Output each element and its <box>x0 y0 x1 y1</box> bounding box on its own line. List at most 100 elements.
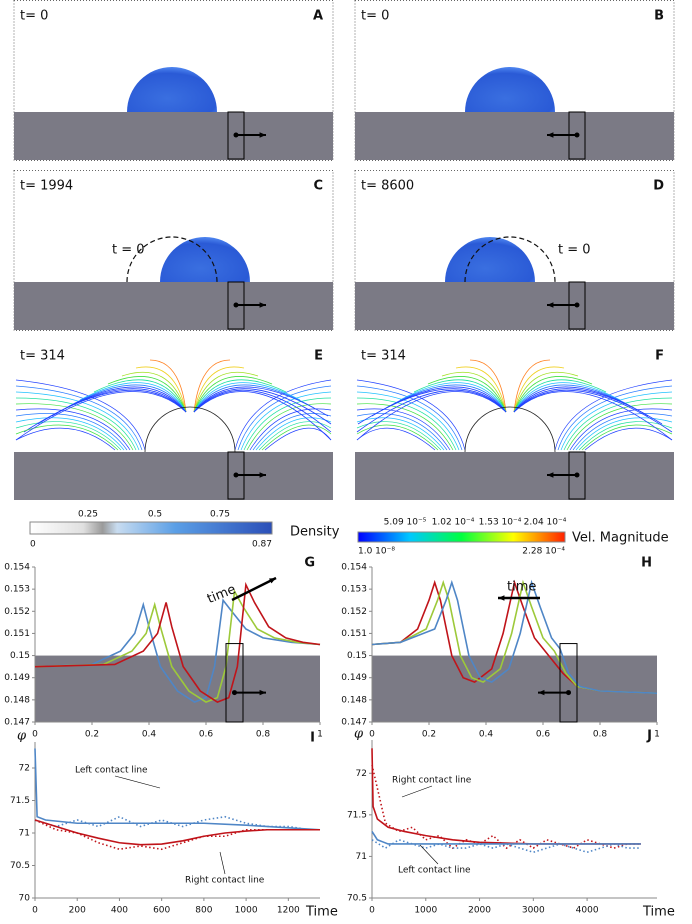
streamline <box>15 379 146 451</box>
streamline <box>513 359 551 413</box>
streamline <box>193 384 315 413</box>
substrate <box>14 282 333 330</box>
colorbar-title: Vel. Magnitude <box>572 531 669 546</box>
droplet <box>160 237 250 282</box>
velocity-colorbar <box>357 531 566 543</box>
colorbar-max: 0.87 <box>252 540 272 550</box>
x-tick-label: 0.8 <box>593 730 608 740</box>
arrow-head <box>538 689 545 696</box>
colorbar-title: Density <box>290 525 340 540</box>
colorbar-label: 2.04 10⁻⁴ <box>524 518 567 528</box>
x-tick-label: 0.4 <box>142 730 157 740</box>
colorbar-min: 1.0 10⁻⁸ <box>358 547 395 557</box>
streamline <box>584 427 673 451</box>
data-line <box>34 748 321 831</box>
streamline <box>121 371 187 413</box>
streamline <box>513 389 673 433</box>
streamline <box>15 385 143 451</box>
initial-shape <box>126 236 218 283</box>
drop-outline <box>464 406 556 453</box>
streamline <box>513 366 565 413</box>
panel-letter: D <box>653 179 664 194</box>
arrow-head <box>259 132 266 138</box>
y-tick-label: 71.5 <box>10 796 30 806</box>
streamline <box>356 391 460 451</box>
streamline <box>79 382 187 413</box>
y-tick-label: 71.5 <box>347 810 367 820</box>
streamline <box>575 417 673 451</box>
series-label: Right contact line <box>392 776 472 786</box>
streamline <box>399 382 507 413</box>
y-tick-label: 70.5 <box>10 861 30 871</box>
streamline <box>572 413 673 451</box>
streamline <box>413 379 507 413</box>
y-tick-label: 0.153 <box>4 585 30 595</box>
label-leader <box>219 851 226 875</box>
x-tick-label: 2000 <box>468 906 491 916</box>
arrow-head <box>259 472 266 478</box>
series-label: Left contact line <box>398 866 471 876</box>
y-tick-label: 0.147 <box>341 718 367 728</box>
series-label: Left contact line <box>75 766 148 776</box>
time-label: t= 1994 <box>20 179 73 194</box>
initial-shape-label: t = 0 <box>558 243 591 258</box>
streamline <box>513 384 635 413</box>
time-label: t= 0 <box>361 9 389 24</box>
x-tick-label: 4000 <box>576 906 599 916</box>
streamline <box>15 413 128 451</box>
x-tick-label: 1000 <box>235 906 258 916</box>
panel-letter: F <box>655 349 664 364</box>
arrow-head <box>547 472 554 478</box>
panel-letter: H <box>641 556 652 571</box>
streamline <box>240 391 332 451</box>
panel-letter: J <box>646 729 652 744</box>
streamline <box>93 379 187 413</box>
y-tick-label: 0.149 <box>4 673 30 683</box>
data-line <box>371 748 641 845</box>
y-tick-label: 72 <box>19 764 30 774</box>
y-tick-label: 72 <box>356 769 367 779</box>
data-line-dotted <box>371 838 641 854</box>
streamline <box>15 424 119 451</box>
streamline <box>356 391 507 441</box>
series-label: Right contact line <box>185 876 265 886</box>
streamline <box>249 408 332 451</box>
label-leader <box>114 775 161 789</box>
streamline <box>356 417 445 451</box>
substrate-band <box>372 655 657 722</box>
panel-letter: I <box>310 731 315 746</box>
y-tick-label: 0.149 <box>341 673 367 683</box>
panel-frame <box>354 170 675 331</box>
label-leader <box>401 785 433 798</box>
streamline <box>193 376 273 413</box>
colorbar-label: 0.75 <box>210 510 230 520</box>
streamline <box>513 388 663 425</box>
streamline <box>264 427 332 451</box>
moving-box <box>225 643 244 723</box>
streamline <box>356 389 507 433</box>
streamline <box>234 379 332 451</box>
streamline <box>455 366 507 413</box>
streamline <box>356 413 448 451</box>
colorbar-label: 0.25 <box>78 510 98 520</box>
time-label: t= 314 <box>361 349 406 364</box>
streamline <box>261 424 332 451</box>
streamline <box>252 413 332 451</box>
colorbar-max: 2.28 10⁻⁴ <box>522 547 565 557</box>
colorbar-label: 1.02 10⁻⁴ <box>432 518 475 528</box>
streamline <box>193 391 332 441</box>
y-tick-label: 0.151 <box>341 629 367 639</box>
x-tick-label: 0.6 <box>199 730 214 740</box>
streamline <box>554 379 673 451</box>
data-line <box>371 579 658 695</box>
streamline <box>356 385 463 451</box>
y-tick-label: 0.15 <box>10 651 30 661</box>
streamline <box>557 385 673 451</box>
streamline <box>513 371 579 413</box>
streamline <box>193 379 287 413</box>
x-tick-label: 200 <box>69 906 86 916</box>
drop-outline <box>144 406 236 453</box>
y-tick-label: 0.154 <box>4 563 30 573</box>
streamline <box>513 382 621 413</box>
streamline <box>15 397 137 451</box>
